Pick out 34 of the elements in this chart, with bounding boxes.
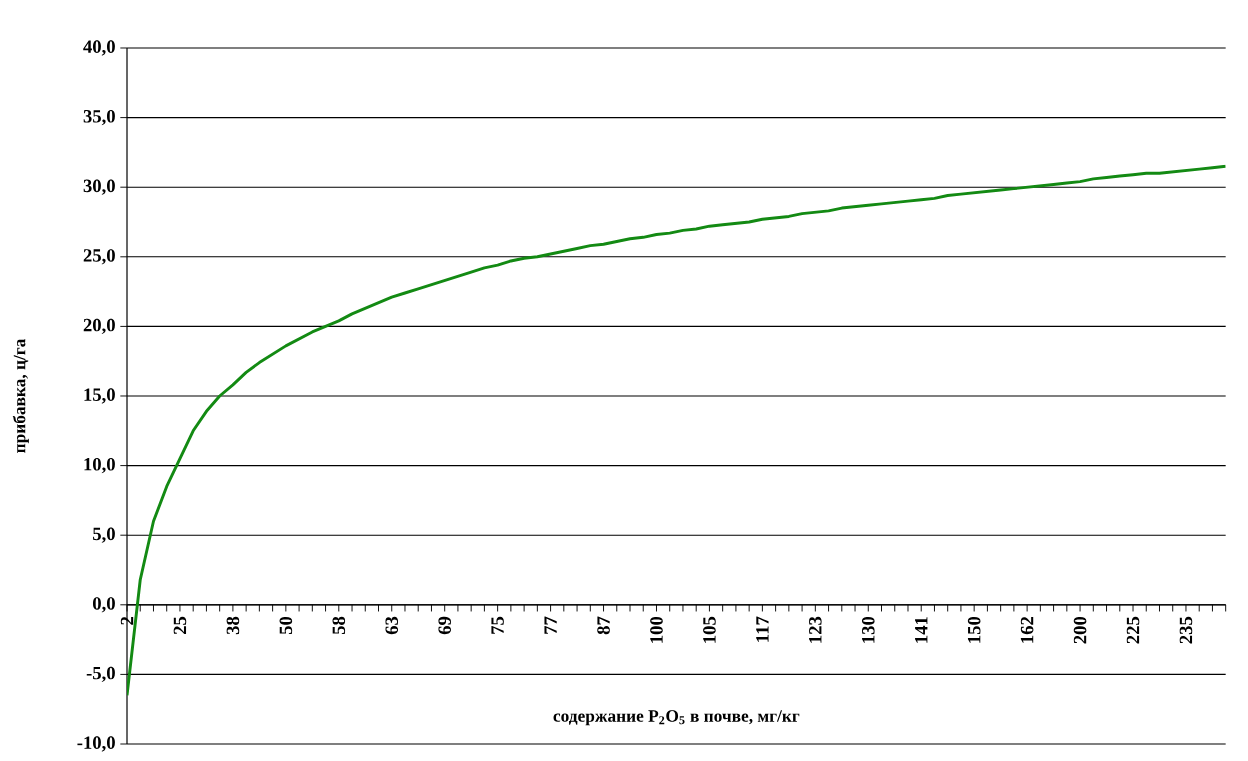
y-tick-label: 20,0	[83, 318, 115, 335]
x-tick-label: 235	[1179, 616, 1193, 644]
x-tick-label: 2	[120, 616, 134, 625]
y-axis-title: прибавка, ц/га	[12, 338, 29, 453]
x-tick-label: 200	[1073, 616, 1087, 644]
y-tick-label: 0,0	[93, 597, 115, 613]
x-tick-label: 225	[1126, 616, 1140, 644]
x-tick-label: 150	[967, 616, 981, 643]
y-tick-label: -5,0	[86, 666, 115, 683]
x-tick-label: 63	[385, 616, 399, 635]
y-tick-label: 40,0	[83, 40, 115, 56]
y-tick-label: 30,0	[83, 179, 115, 195]
x-axis-title: содержание P$_{2}$O$_{5}$ в почве, мг/кг	[553, 710, 800, 726]
x-tick-label: 117	[756, 616, 769, 642]
x-tick-label: 75	[491, 616, 504, 634]
x-tick-label: 69	[438, 616, 451, 635]
x-tick-label: 77	[544, 616, 557, 634]
x-tick-label: 50	[279, 616, 293, 635]
x-tick-label: 141	[915, 617, 928, 643]
x-tick-label: 162	[1020, 616, 1034, 643]
x-tick-label: 87	[597, 616, 610, 635]
x-tick-label: 123	[809, 616, 822, 643]
x-tick-label: 25	[173, 616, 187, 635]
y-tick-label: 10,0	[84, 457, 115, 474]
y-tick-label: 5,0	[93, 527, 115, 543]
y-tick-label: 15,0	[84, 388, 115, 404]
y-tick-label: -10,0	[77, 736, 115, 752]
x-tick-label: 105	[703, 616, 716, 643]
y-tick-label: 35,0	[83, 109, 115, 126]
x-tick-label: 100	[650, 616, 663, 643]
y-tick-label: 25,0	[83, 249, 115, 265]
x-tick-label: 58	[332, 616, 346, 635]
x-tick-label: 38	[226, 616, 240, 635]
x-tick-label: 130	[861, 616, 875, 643]
